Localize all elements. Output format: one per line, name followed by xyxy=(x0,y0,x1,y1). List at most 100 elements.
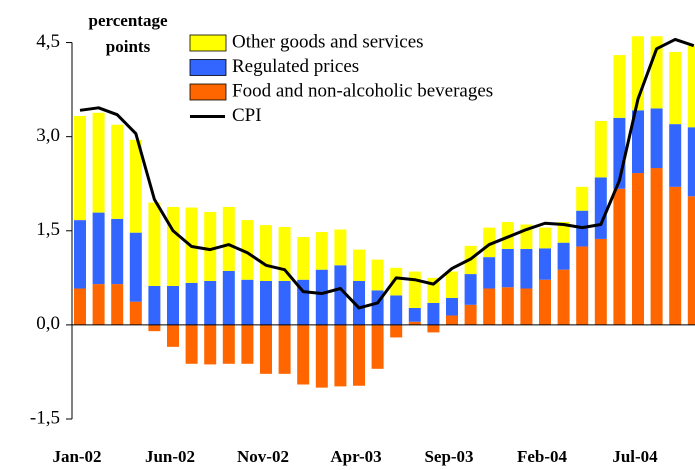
bar xyxy=(669,51,682,125)
bar xyxy=(148,202,161,286)
bar xyxy=(111,124,124,219)
x-tick-label: Apr-03 xyxy=(330,447,381,466)
bar xyxy=(222,206,235,271)
bar xyxy=(315,324,328,388)
bar xyxy=(167,324,179,347)
x-tick-label: Feb-04 xyxy=(517,447,568,466)
bar xyxy=(334,229,347,266)
x-tick-label: Sep-03 xyxy=(424,447,473,466)
legend-swatch xyxy=(189,34,227,52)
bar xyxy=(408,307,421,322)
bar xyxy=(408,271,421,308)
bar xyxy=(446,315,458,325)
bar xyxy=(204,280,217,325)
bar xyxy=(464,274,477,305)
bar xyxy=(129,139,142,233)
bar xyxy=(371,324,384,369)
bar xyxy=(483,227,496,258)
bar xyxy=(92,212,105,285)
bar xyxy=(353,324,365,386)
bar xyxy=(557,269,570,325)
bar xyxy=(539,227,551,249)
legend-swatch xyxy=(189,59,227,76)
bar xyxy=(446,297,458,316)
y-axis-title: percentage points xyxy=(88,11,168,56)
bar xyxy=(278,324,291,374)
bar xyxy=(650,108,663,169)
legend-label: Other goods and services xyxy=(232,31,424,52)
bar xyxy=(129,301,142,325)
bar xyxy=(557,221,570,243)
bar xyxy=(427,324,440,333)
y-tick-label: -1,5 xyxy=(30,407,60,428)
bar xyxy=(687,196,695,325)
bar xyxy=(204,324,217,365)
bar xyxy=(260,324,272,374)
bar xyxy=(353,249,365,281)
legend-swatch xyxy=(189,83,227,101)
x-tick-label: Jul-04 xyxy=(612,447,658,466)
bar xyxy=(241,220,254,280)
bar xyxy=(167,285,179,325)
bar xyxy=(222,270,235,325)
bar xyxy=(204,211,217,281)
bar xyxy=(390,267,403,296)
bar xyxy=(260,225,272,281)
bar xyxy=(74,288,86,325)
bar xyxy=(241,324,254,364)
y-tick-label: 1,5 xyxy=(36,219,60,240)
bar xyxy=(669,186,682,325)
bar xyxy=(390,295,403,325)
bar xyxy=(464,304,477,325)
bar xyxy=(278,280,291,325)
bar xyxy=(315,269,328,325)
bar xyxy=(334,324,347,387)
bar xyxy=(557,242,570,270)
bar xyxy=(148,324,161,332)
legend-label: Regulated prices xyxy=(232,56,359,77)
bar xyxy=(576,246,589,325)
bar xyxy=(297,324,310,385)
bar xyxy=(241,279,254,325)
bar xyxy=(167,206,179,286)
bar xyxy=(687,45,695,128)
bar xyxy=(594,120,607,178)
bar xyxy=(687,127,695,197)
bar xyxy=(446,271,458,298)
bar xyxy=(613,188,626,325)
bar xyxy=(222,324,235,364)
x-tick-label: Jun-02 xyxy=(145,447,195,466)
bar xyxy=(483,288,496,325)
cpi-line xyxy=(79,37,695,310)
bar xyxy=(315,232,328,270)
bar xyxy=(390,324,403,338)
bar xyxy=(669,124,682,187)
bar xyxy=(371,259,384,291)
bar xyxy=(483,257,496,289)
bar xyxy=(427,302,440,325)
bar xyxy=(260,280,272,325)
bar xyxy=(74,220,86,289)
bar xyxy=(111,218,124,285)
legend-label: CPI xyxy=(232,105,262,126)
bar xyxy=(148,285,161,325)
legend-label: Food and non-alcoholic beverages xyxy=(232,80,493,101)
bar xyxy=(576,186,589,211)
y-tick-label: 3,0 xyxy=(36,125,60,146)
bar xyxy=(613,55,626,118)
y-tick-label: 4,5 xyxy=(36,31,60,52)
bar xyxy=(520,248,533,289)
bar xyxy=(520,288,533,325)
bar xyxy=(594,177,607,239)
x-tick-label: Nov-02 xyxy=(237,447,289,466)
bar xyxy=(408,321,421,325)
bar xyxy=(92,112,105,213)
bar xyxy=(129,232,142,302)
bar xyxy=(185,324,198,364)
bar xyxy=(185,282,198,325)
bar xyxy=(650,168,663,325)
x-tick-label: Jan-02 xyxy=(52,447,101,466)
bar xyxy=(501,287,514,325)
